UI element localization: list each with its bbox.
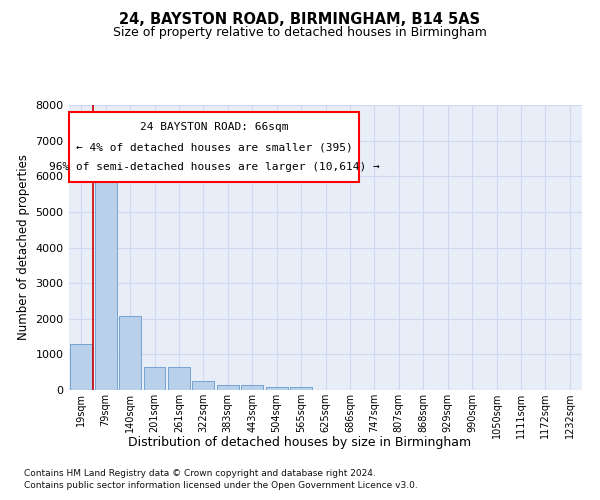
Bar	[266, 387, 287, 390]
Bar	[143, 367, 166, 390]
Y-axis label: Number of detached properties: Number of detached properties	[17, 154, 30, 340]
Text: Contains HM Land Registry data © Crown copyright and database right 2024.: Contains HM Land Registry data © Crown c…	[24, 468, 376, 477]
Bar	[70, 344, 92, 390]
Bar	[119, 316, 141, 390]
Bar	[290, 387, 312, 390]
Bar	[217, 386, 239, 390]
FancyBboxPatch shape	[69, 112, 359, 182]
Text: 96% of semi-detached houses are larger (10,614) →: 96% of semi-detached houses are larger (…	[49, 162, 379, 172]
Bar	[241, 386, 263, 390]
Bar	[193, 381, 214, 390]
Text: ← 4% of detached houses are smaller (395): ← 4% of detached houses are smaller (395…	[76, 142, 352, 152]
Text: Contains public sector information licensed under the Open Government Licence v3: Contains public sector information licen…	[24, 481, 418, 490]
Text: Distribution of detached houses by size in Birmingham: Distribution of detached houses by size …	[128, 436, 472, 449]
Text: 24 BAYSTON ROAD: 66sqm: 24 BAYSTON ROAD: 66sqm	[140, 122, 288, 132]
Bar	[95, 156, 116, 390]
Text: Size of property relative to detached houses in Birmingham: Size of property relative to detached ho…	[113, 26, 487, 39]
Text: 24, BAYSTON ROAD, BIRMINGHAM, B14 5AS: 24, BAYSTON ROAD, BIRMINGHAM, B14 5AS	[119, 12, 481, 28]
Bar	[168, 367, 190, 390]
